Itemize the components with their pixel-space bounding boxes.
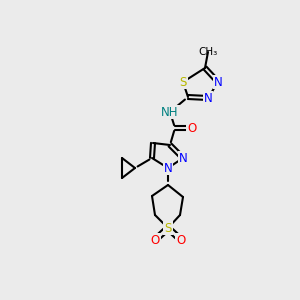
Text: N: N [164, 161, 172, 175]
Text: N: N [204, 92, 212, 104]
Text: O: O [150, 233, 160, 247]
Text: N: N [214, 76, 222, 88]
Text: S: S [164, 221, 172, 235]
Text: CH₃: CH₃ [198, 47, 218, 57]
Text: O: O [176, 233, 186, 247]
Text: N: N [178, 152, 188, 164]
Text: S: S [179, 76, 187, 88]
Text: O: O [188, 122, 196, 134]
Text: NH: NH [161, 106, 179, 118]
